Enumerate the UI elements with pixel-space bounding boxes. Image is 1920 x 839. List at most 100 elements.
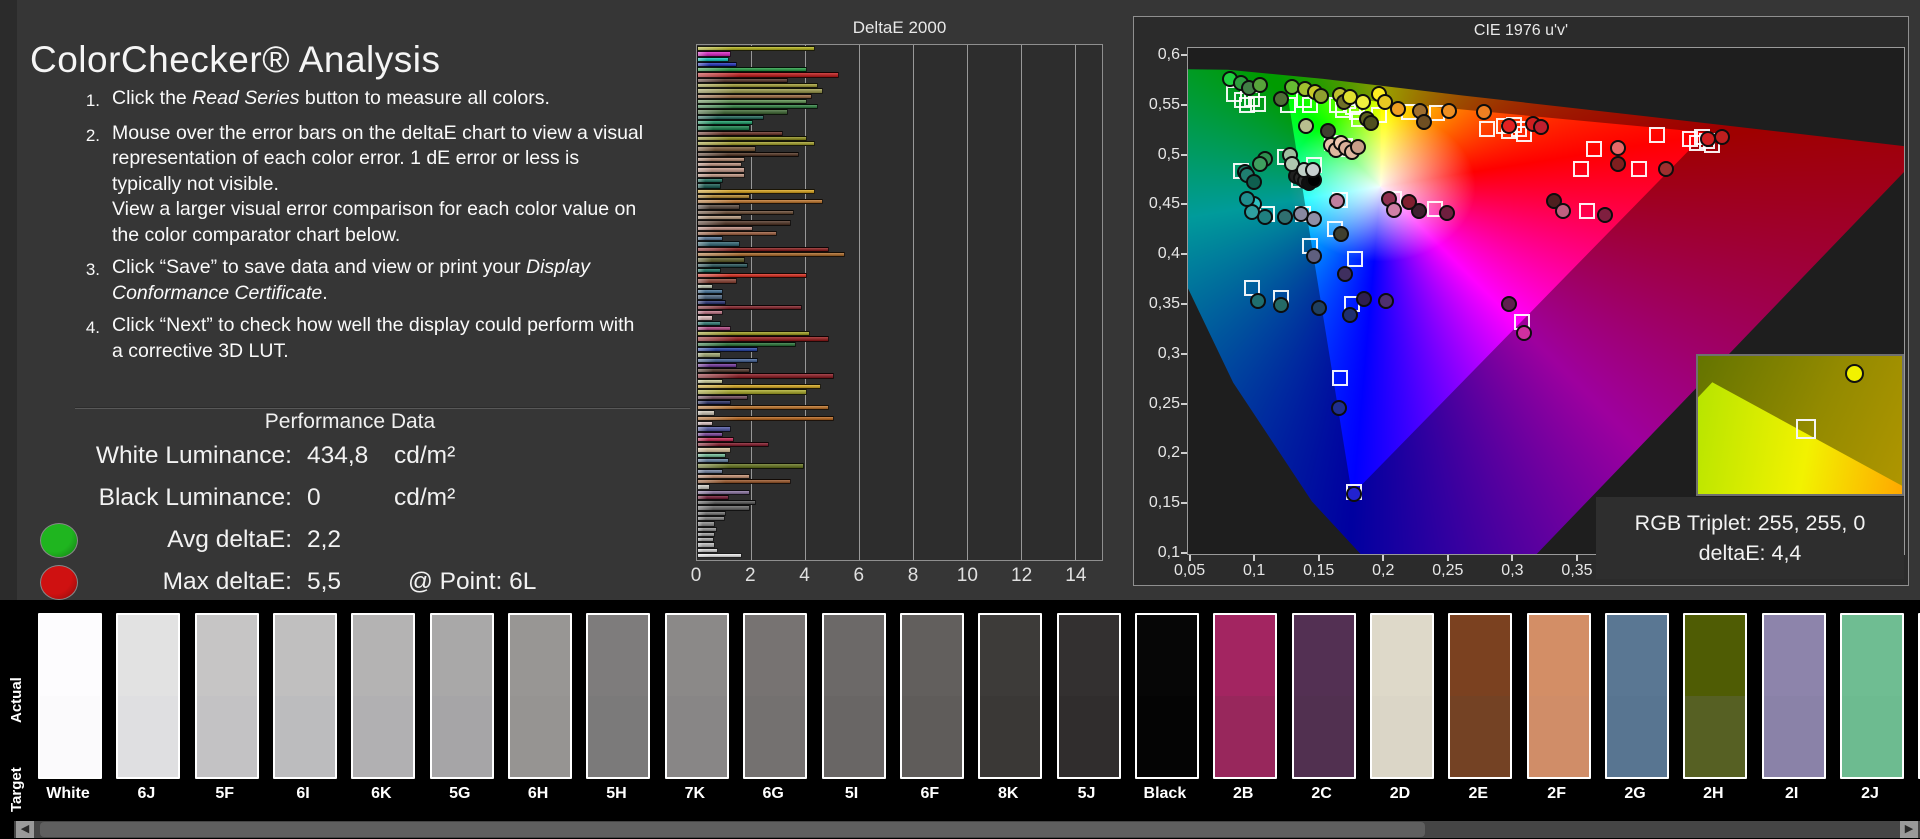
- swatch-label: White: [36, 785, 100, 803]
- cie-y-tick-mark: [1181, 502, 1187, 504]
- cie-target-square: [1579, 203, 1595, 219]
- swatch-target-half: [40, 696, 100, 777]
- cie-measurement-dot: [1293, 206, 1309, 222]
- cie-x-tick-label: 0,2: [1372, 562, 1394, 580]
- performance-label: Avg deltaE:: [0, 526, 292, 554]
- inset-measured-dot: [1845, 364, 1864, 383]
- colorchecker-analysis-screen: ColorChecker® Analysis 1.Click the Read …: [0, 0, 1920, 839]
- cie-x-tick-label: 0,3: [1501, 562, 1523, 580]
- comparator-swatch: [1840, 613, 1904, 779]
- deltae-bar[interactable]: [697, 416, 834, 421]
- cie-x-tick-mark: [1189, 555, 1191, 561]
- deltae-x-tick-label: 4: [799, 565, 810, 587]
- swatch-target-half: [432, 696, 492, 777]
- cie-measurement-dot: [1239, 191, 1255, 207]
- instruction-text: Mouse over the error bars on the deltaE …: [112, 121, 643, 249]
- swatch-target-half: [980, 696, 1040, 777]
- cie-x-tick-label: 0,05: [1174, 562, 1205, 580]
- deltae-bar[interactable]: [697, 405, 829, 410]
- comparator-swatch: [1448, 613, 1512, 779]
- inset-target-square: [1796, 419, 1816, 439]
- section-divider: [75, 407, 690, 409]
- cie-target-square: [1332, 370, 1348, 386]
- deltae-bar[interactable]: [697, 553, 742, 558]
- comparator-swatch: [1057, 613, 1121, 779]
- scrollbar-thumb[interactable]: [40, 822, 1425, 837]
- instruction-line: Click “Next” to check how well the displ…: [112, 313, 634, 339]
- swatch-label: 2E: [1446, 785, 1510, 803]
- cie-measurement-dot: [1250, 293, 1266, 309]
- rgb-triplet-text: RGB Triplet: 255, 255, 0: [1635, 508, 1866, 538]
- page-title: ColorChecker® Analysis: [30, 39, 440, 81]
- swatch-label: 6K: [349, 785, 413, 803]
- instruction-line: a corrective 3D LUT.: [112, 339, 634, 365]
- deltae-bar[interactable]: [697, 479, 791, 484]
- swatch-label: 2I: [1760, 785, 1824, 803]
- cie-measurement-dot: [1401, 194, 1417, 210]
- instruction-segment: representation of each color error. 1 dE…: [112, 147, 579, 169]
- swatch-target-half: [1294, 696, 1354, 777]
- performance-unit: cd/m²: [394, 442, 455, 470]
- swatch-actual-half: [980, 615, 1040, 696]
- instruction-number: 4.: [74, 313, 100, 364]
- deltae-chart-title: DeltaE 2000: [696, 18, 1103, 38]
- deltae-x-tick-label: 12: [1011, 565, 1032, 587]
- cie-measurement-dot: [1252, 156, 1268, 172]
- swatch-label: 6J: [114, 785, 178, 803]
- comparator-swatch: [1683, 613, 1747, 779]
- performance-row: Black Luminance:0cd/m²: [0, 478, 690, 520]
- comparator-swatch: [351, 613, 415, 779]
- swatch-label: 2J: [1838, 785, 1902, 803]
- cie-chart-title: CIE 1976 u'v': [1134, 22, 1908, 40]
- comparator-swatch: [822, 613, 886, 779]
- instruction-segment: Display: [526, 256, 590, 278]
- swatch-label: 5H: [584, 785, 648, 803]
- cie-measurement-dot: [1311, 300, 1327, 316]
- deltae-x-tick-label: 6: [854, 565, 865, 587]
- cie-y-tick-label: 0,2: [1158, 444, 1180, 462]
- cie-x-tick-mark: [1576, 555, 1578, 561]
- swatch-target-half: [745, 696, 805, 777]
- swatch-actual-half: [275, 615, 335, 696]
- cie-y-tick-label: 0,4: [1158, 245, 1180, 263]
- instruction-segment: Read Series: [192, 87, 299, 109]
- cie-measurement-dot: [1610, 140, 1626, 156]
- scroll-left-button[interactable]: ◀: [16, 821, 34, 838]
- performance-label: Black Luminance:: [0, 484, 292, 512]
- cie-measurement-dot: [1516, 325, 1532, 341]
- instruction-number: 2.: [74, 121, 100, 249]
- swatch-target-half: [118, 696, 178, 777]
- cie-y-tick-mark: [1181, 403, 1187, 405]
- cie-measurement-dot: [1273, 91, 1289, 107]
- swatch-actual-half: [1450, 615, 1510, 696]
- swatch-actual-half: [902, 615, 962, 696]
- comparator-swatch: [195, 613, 259, 779]
- scroll-right-button[interactable]: ▶: [1900, 821, 1918, 838]
- swatch-actual-half: [1685, 615, 1745, 696]
- comparator-swatch: [665, 613, 729, 779]
- comparator-swatch: [1213, 613, 1277, 779]
- swatch-label: 6G: [741, 785, 805, 803]
- instruction-segment: typically not visible.: [112, 173, 279, 195]
- instruction-segment: Mouse over the error bars on the deltaE …: [112, 122, 643, 144]
- swatch-label: 2H: [1681, 785, 1745, 803]
- cie-measurement-dot: [1386, 202, 1402, 218]
- comparator-scrollbar[interactable]: ◀ ▶: [14, 821, 1920, 838]
- comparator-swatch: [273, 613, 337, 779]
- instruction-segment: button to measure all colors.: [300, 87, 550, 109]
- swatch-target-half: [197, 696, 257, 777]
- cie-y-tick-mark: [1181, 54, 1187, 56]
- instruction-item: 3.Click “Save” to save data and view or …: [74, 255, 694, 306]
- cie-x-tick-mark: [1447, 555, 1449, 561]
- instruction-line: View a larger visual error comparison fo…: [112, 197, 643, 223]
- instruction-line: Click “Save” to save data and view or pr…: [112, 255, 590, 281]
- cie-y-tick-mark: [1181, 203, 1187, 205]
- deltae-value-text: deltaE: 4,4: [1699, 538, 1802, 568]
- instruction-segment: a corrective 3D LUT.: [112, 340, 289, 362]
- cie-x-tick-label: 0,1: [1243, 562, 1265, 580]
- cie-measurement-dot: [1714, 129, 1730, 145]
- instruction-line: representation of each color error. 1 dE…: [112, 146, 643, 172]
- cie-y-tick-mark: [1181, 303, 1187, 305]
- deltae-x-tick-label: 8: [908, 565, 919, 587]
- swatch-target-half: [1450, 696, 1510, 777]
